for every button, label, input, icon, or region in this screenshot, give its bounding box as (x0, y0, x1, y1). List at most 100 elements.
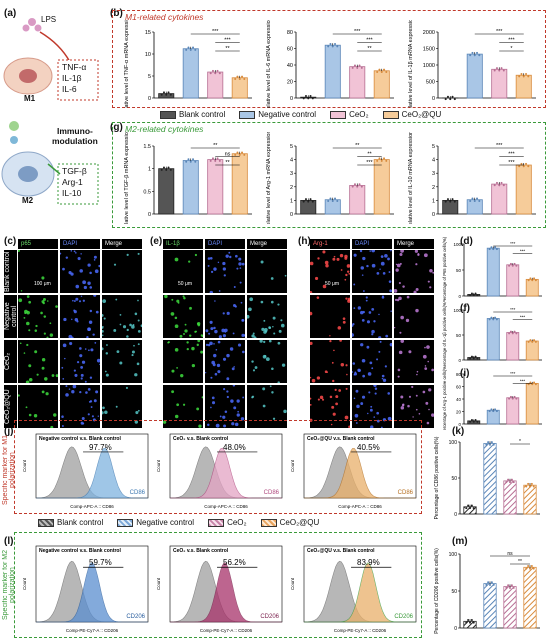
data-point (509, 395, 512, 398)
cell-dot (317, 257, 320, 260)
cell-dot (191, 346, 195, 351)
data-point (494, 408, 497, 411)
cell-dot (362, 256, 366, 261)
y-tick-label: 0 (148, 96, 151, 102)
data-point (211, 157, 214, 160)
cell-dot (251, 395, 255, 398)
data-point (518, 75, 521, 78)
bar (506, 397, 520, 425)
m2-cytokine-list: TGF-β Arg-1 IL-10 (62, 166, 87, 199)
data-point (498, 69, 501, 72)
bar (466, 53, 483, 99)
cell-dot (87, 413, 90, 416)
bar (349, 185, 366, 215)
cell-dot (201, 335, 203, 338)
data-point (218, 159, 221, 162)
cell-dot (222, 312, 225, 315)
y-tick-label: 0 (290, 212, 293, 218)
data-point (236, 151, 239, 154)
cell-dot (429, 286, 432, 289)
schematic-drawing (1, 18, 99, 205)
cell-dot (387, 257, 390, 261)
micrograph-cell (163, 340, 203, 383)
gate-percent: 56.2% (223, 558, 246, 567)
data-point (378, 68, 381, 71)
data-point (470, 619, 473, 622)
y-tick-label: 1 (432, 198, 435, 204)
chart-arg1-percent: 0 20 40 60 80 Percentage of Arg-1 positive ce… (442, 366, 542, 430)
data-point (187, 46, 190, 49)
data-point (489, 583, 491, 586)
y-tick-label: 0 (432, 96, 435, 102)
micrograph-cell (394, 340, 434, 383)
cell-dot (25, 321, 30, 326)
data-point (507, 584, 510, 587)
cell-dot (396, 298, 400, 302)
cell-dot (380, 426, 383, 428)
micrograph-cell (102, 295, 142, 338)
cell-dot (65, 393, 69, 397)
cell-dot (236, 399, 240, 403)
cell-dot (133, 344, 135, 347)
cell-dot (71, 390, 75, 394)
data-point (234, 77, 237, 80)
cell-dot (360, 402, 364, 406)
data-point (469, 54, 472, 57)
lps-particle-icon (22, 24, 30, 32)
data-point (378, 157, 381, 160)
cell-dot (369, 408, 373, 412)
flow-title: CeO₂ v.s. Blank control (173, 548, 229, 554)
cell-dot (394, 288, 398, 293)
cell-dot (310, 261, 314, 266)
data-point (515, 264, 518, 267)
cell-dot (28, 377, 33, 382)
cell-dot (329, 395, 333, 399)
data-point (509, 262, 512, 265)
cell-dot (221, 328, 226, 333)
data-point (533, 339, 536, 342)
cell-dot (340, 269, 343, 271)
data-point (509, 586, 511, 589)
cell-dot (61, 425, 64, 427)
y-tick-label: 20 (456, 410, 462, 415)
y-tick-label: 100 (453, 308, 461, 313)
data-point (356, 185, 359, 188)
cell-dot (427, 280, 430, 283)
cell-dot (261, 327, 265, 331)
cell-dot (174, 257, 179, 262)
legend-label: Blank control (57, 518, 104, 527)
data-point (507, 478, 510, 481)
cell-dot (346, 264, 350, 268)
data-point (512, 481, 515, 484)
cell-dot (333, 255, 336, 258)
cell-dot (374, 387, 378, 390)
nanoparticle-icon (9, 121, 19, 131)
significance-label: *** (508, 38, 515, 44)
cell-dot (86, 335, 89, 338)
y-tick-label: 40 (287, 63, 293, 69)
data-point (529, 485, 531, 488)
cell-dot (99, 363, 100, 366)
bar (503, 586, 517, 629)
cell-dot (88, 349, 90, 352)
cell-dot (333, 349, 335, 352)
cell-dot (416, 373, 418, 376)
data-point (487, 441, 490, 444)
data-point (376, 70, 379, 73)
m2-arrow-icon (47, 163, 61, 175)
y-tick-label: 0 (454, 512, 457, 518)
gate-percent: 48.0% (223, 443, 246, 452)
significance-label: *** (508, 152, 515, 158)
micrograph-cell (310, 340, 350, 383)
cell-dot (231, 367, 235, 371)
cell-dot (84, 348, 87, 350)
cell-dot (80, 253, 82, 255)
y-axis-label: Relative level of Arg-1 mRNA expression (266, 132, 272, 224)
cell-dot (43, 332, 46, 335)
cell-dot (310, 397, 312, 400)
cell-dot (335, 395, 339, 399)
cell-dot (72, 299, 74, 302)
y-tick-label: 100 (449, 552, 458, 558)
micrograph (205, 300, 245, 338)
cell-dot (232, 332, 235, 335)
